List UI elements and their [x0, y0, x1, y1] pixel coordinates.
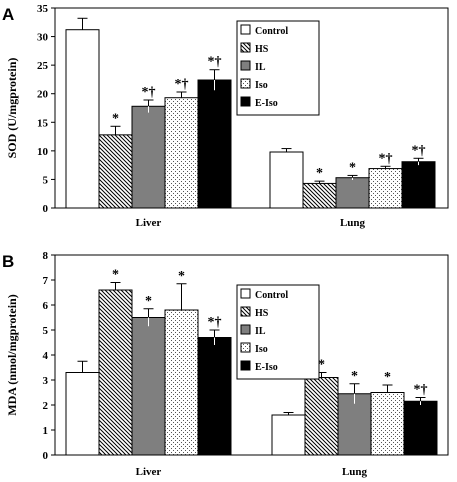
- panel-label: A: [2, 5, 14, 24]
- legend-label: HS: [255, 44, 269, 55]
- significance-mark: *: [178, 269, 185, 284]
- bar-il: [131, 105, 166, 209]
- bar-control: [269, 151, 304, 209]
- y-tick-label: 15: [37, 117, 49, 129]
- y-tick-label: 20: [37, 89, 49, 101]
- bar-control: [271, 414, 306, 456]
- y-tick-label: 1: [43, 425, 49, 437]
- bar-hs: [302, 182, 337, 209]
- y-axis-title: SOD (U/mgprotein): [5, 58, 19, 159]
- significance-mark: *†: [414, 383, 428, 398]
- legend: Control HS IL Iso E-Iso: [236, 20, 320, 116]
- legend-swatch: [240, 60, 251, 71]
- category-label: Liver: [136, 466, 162, 478]
- significance-mark: *: [145, 294, 152, 309]
- significance-mark: *†: [175, 77, 189, 92]
- significance-mark: *: [318, 358, 325, 373]
- legend-swatch: [240, 342, 251, 353]
- bar-control: [65, 29, 100, 209]
- y-tick-label: 35: [37, 3, 49, 15]
- mda-bar-chart: B MDA (nmol/mgprotein) 0 1 2 3 4 5 6 7 8 * * * *† Liver…: [2, 250, 449, 478]
- bar-e-iso: [403, 400, 438, 456]
- legend-swatch: [240, 96, 251, 107]
- y-tick-label: 6: [43, 300, 49, 312]
- bar-hs: [98, 289, 133, 456]
- bar-hs: [304, 377, 339, 456]
- y-tick-label: 0: [43, 203, 49, 215]
- significance-mark: *: [112, 111, 119, 126]
- legend-swatch: [240, 24, 251, 35]
- significance-mark: *†: [142, 85, 156, 100]
- bar-iso: [164, 309, 199, 456]
- legend-swatch: [240, 78, 251, 89]
- category-label: Lung: [342, 466, 368, 478]
- y-tick-label: 0: [43, 450, 49, 462]
- legend-label: HS: [255, 308, 269, 319]
- legend-swatch: [240, 324, 251, 335]
- legend-box: [236, 284, 320, 380]
- significance-mark: *: [349, 160, 356, 175]
- legend-box: [236, 20, 320, 116]
- significance-mark: *†: [208, 315, 222, 330]
- legend-swatch: [240, 288, 251, 299]
- bar-control: [65, 372, 100, 456]
- legend-label: Control: [255, 26, 288, 37]
- significance-mark: *: [316, 166, 323, 181]
- legend-swatch: [240, 360, 251, 371]
- category-label: Lung: [340, 217, 366, 229]
- y-axis-title: MDA (nmol/mgprotein): [5, 294, 19, 415]
- significance-mark: *: [112, 268, 119, 283]
- y-tick-label: 5: [43, 174, 49, 186]
- bar-e-iso: [197, 79, 232, 209]
- sod-bar-chart: A SOD (U/mgprotein) 0 5 10 15 20 25 30 35 * *† *† *† L…: [2, 3, 449, 229]
- bar-iso: [370, 392, 405, 456]
- bar-hs: [98, 134, 133, 209]
- significance-mark: *: [351, 369, 358, 384]
- legend-swatch: [240, 306, 251, 317]
- bar-il: [131, 317, 166, 456]
- bar-e-iso: [197, 337, 232, 456]
- y-tick-label: 10: [37, 146, 49, 158]
- legend-swatch: [240, 42, 251, 53]
- legend: Control HS IL Iso E-Iso: [236, 284, 320, 380]
- bar-iso: [164, 97, 199, 209]
- y-tick-label: 5: [43, 325, 49, 337]
- significance-mark: *†: [412, 143, 426, 158]
- y-tick-label: 3: [43, 375, 49, 387]
- legend-label: IL: [255, 62, 266, 73]
- significance-mark: *†: [208, 55, 222, 70]
- chart-panel-a: A SOD (U/mgprotein) 0 5 10 15 20 25 30 35 * *† *† *† L…: [2, 3, 449, 229]
- y-tick-label: 2: [43, 400, 49, 412]
- y-tick-label: 4: [43, 350, 49, 362]
- bar-iso: [368, 168, 403, 209]
- y-tick-label: 8: [43, 250, 49, 262]
- legend-label: Iso: [255, 344, 268, 355]
- y-tick-label: 25: [37, 60, 49, 72]
- legend-label: Iso: [255, 80, 268, 91]
- significance-mark: *: [384, 370, 391, 385]
- bar-il: [335, 177, 370, 209]
- plot-frame: [54, 7, 449, 209]
- chart-panel-b: B MDA (nmol/mgprotein) 0 1 2 3 4 5 6 7 8 * * * *† Liver…: [0, 241, 457, 482]
- legend-label: E-Iso: [255, 362, 278, 373]
- legend-label: Control: [255, 290, 288, 301]
- significance-mark: *†: [379, 151, 393, 166]
- category-label: Liver: [136, 217, 162, 229]
- y-tick-label: 7: [43, 275, 49, 287]
- y-tick-label: 30: [37, 32, 49, 44]
- panel-label: B: [2, 252, 14, 271]
- bar-e-iso: [401, 161, 436, 209]
- legend-label: IL: [255, 326, 266, 337]
- legend-label: E-Iso: [255, 98, 278, 109]
